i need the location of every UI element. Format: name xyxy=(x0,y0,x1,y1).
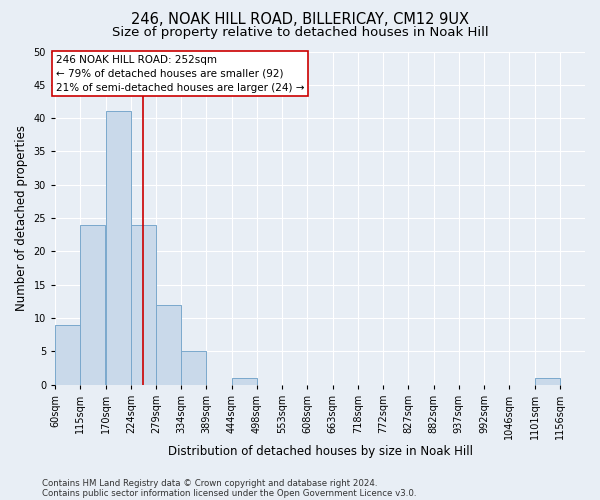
Text: 246 NOAK HILL ROAD: 252sqm
← 79% of detached houses are smaller (92)
21% of semi: 246 NOAK HILL ROAD: 252sqm ← 79% of deta… xyxy=(56,55,304,93)
Bar xyxy=(55,324,80,384)
Text: Size of property relative to detached houses in Noak Hill: Size of property relative to detached ho… xyxy=(112,26,488,39)
Bar xyxy=(535,378,560,384)
Bar xyxy=(106,112,131,384)
Y-axis label: Number of detached properties: Number of detached properties xyxy=(15,125,28,311)
Text: Contains public sector information licensed under the Open Government Licence v3: Contains public sector information licen… xyxy=(42,488,416,498)
X-axis label: Distribution of detached houses by size in Noak Hill: Distribution of detached houses by size … xyxy=(167,444,473,458)
Bar xyxy=(131,224,156,384)
Text: 246, NOAK HILL ROAD, BILLERICAY, CM12 9UX: 246, NOAK HILL ROAD, BILLERICAY, CM12 9U… xyxy=(131,12,469,28)
Bar xyxy=(156,304,181,384)
Bar xyxy=(232,378,257,384)
Text: Contains HM Land Registry data © Crown copyright and database right 2024.: Contains HM Land Registry data © Crown c… xyxy=(42,478,377,488)
Bar xyxy=(80,224,106,384)
Bar xyxy=(181,351,206,384)
